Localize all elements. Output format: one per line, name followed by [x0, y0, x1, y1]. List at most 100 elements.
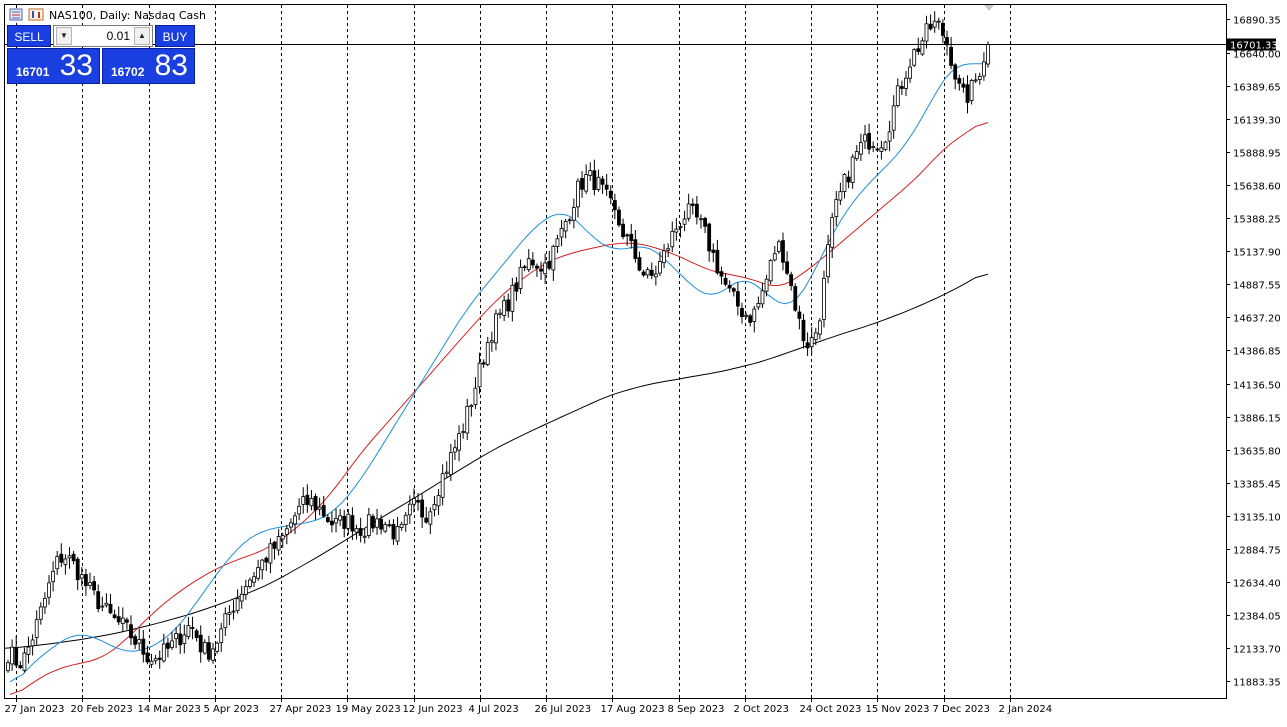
- candle: [243, 579, 248, 600]
- candle: [653, 265, 658, 286]
- candle: [899, 80, 904, 96]
- candle: [789, 271, 794, 291]
- candle: [252, 571, 256, 587]
- candle: [284, 524, 289, 545]
- candle: [120, 607, 125, 632]
- candle: [235, 589, 240, 614]
- candle: [280, 532, 285, 548]
- candle: [309, 490, 314, 511]
- candle: [75, 556, 80, 591]
- candle: [416, 492, 420, 511]
- candle: [198, 625, 203, 663]
- buy-price-pips: 83: [154, 49, 188, 82]
- candle: [133, 633, 138, 649]
- candle: [785, 251, 789, 276]
- candle: [100, 596, 105, 612]
- candle: [764, 274, 769, 297]
- candle: [215, 641, 220, 654]
- candle: [740, 302, 744, 324]
- current-price-label: 16701.33: [1230, 41, 1278, 52]
- candle: [920, 37, 925, 56]
- candle: [576, 178, 580, 218]
- x-tick-label: 20 Feb 2023: [71, 704, 133, 715]
- y-tick-label: 12884.75: [1233, 546, 1281, 557]
- candle: [555, 234, 560, 253]
- candle: [776, 239, 781, 254]
- period-separator-marker: [984, 5, 994, 11]
- y-tick-label: 14887.55: [1233, 281, 1281, 292]
- candle: [735, 282, 740, 316]
- candle: [797, 305, 802, 330]
- candle: [707, 222, 712, 262]
- candle: [678, 222, 683, 238]
- candle: [977, 72, 982, 85]
- x-tick-label: 4 Jul 2023: [469, 704, 519, 715]
- candle: [699, 214, 703, 229]
- candle: [371, 513, 375, 533]
- candle: [842, 173, 847, 199]
- symbol-window-icon[interactable]: [28, 8, 44, 21]
- candle: [489, 331, 494, 352]
- y-tick-label: 15888.95: [1233, 149, 1281, 160]
- candle: [625, 233, 630, 246]
- candle: [207, 635, 211, 663]
- ema-fast-line: [9, 63, 989, 683]
- candle: [186, 617, 191, 640]
- y-tick-label: 16640.00: [1233, 50, 1281, 61]
- candle: [928, 14, 933, 31]
- candle: [883, 140, 888, 152]
- y-tick-label: 16890.35: [1233, 16, 1281, 27]
- candle: [424, 506, 429, 524]
- candle: [256, 559, 261, 581]
- candle: [961, 77, 966, 93]
- candle: [194, 628, 199, 642]
- candle: [494, 309, 498, 351]
- candle: [895, 78, 900, 108]
- candle: [612, 193, 617, 220]
- candle: [592, 159, 597, 196]
- lot-increase-icon[interactable]: ▲: [134, 27, 150, 45]
- candle: [518, 259, 523, 294]
- lot-size-input[interactable]: [74, 27, 132, 45]
- y-tick-label: 13135.10: [1233, 513, 1281, 524]
- buy-price-box[interactable]: 16702 83: [102, 48, 195, 84]
- lot-decrease-icon[interactable]: ▼: [56, 27, 72, 45]
- sell-button[interactable]: SELL: [7, 25, 51, 47]
- candle: [981, 52, 986, 81]
- candle: [506, 293, 511, 318]
- candle: [871, 141, 876, 153]
- candle: [202, 639, 207, 655]
- candle: [149, 653, 154, 668]
- y-tick-label: 15638.60: [1233, 182, 1281, 193]
- candle: [387, 519, 392, 528]
- candle: [912, 48, 917, 67]
- candle: [358, 517, 363, 543]
- candle: [211, 642, 215, 664]
- candle: [289, 518, 293, 534]
- candle: [715, 239, 720, 275]
- candle: [600, 175, 605, 194]
- candle: [375, 508, 379, 535]
- candle: [924, 15, 929, 49]
- candle: [858, 133, 863, 162]
- y-tick-label: 16139.30: [1233, 116, 1281, 127]
- candle: [104, 593, 109, 608]
- candle: [965, 75, 970, 114]
- candle: [96, 584, 101, 613]
- candle: [916, 37, 921, 55]
- candle: [674, 218, 679, 241]
- candle: [379, 514, 384, 535]
- candle: [617, 206, 621, 227]
- candle: [973, 73, 978, 84]
- candle: [141, 630, 146, 663]
- candle: [584, 164, 589, 195]
- sell-price-box[interactable]: 16701 33: [7, 48, 100, 84]
- candle: [129, 615, 133, 646]
- candle: [43, 592, 47, 614]
- candle: [805, 332, 810, 356]
- buy-button[interactable]: BUY: [155, 25, 195, 47]
- candle: [850, 154, 855, 189]
- candle: [137, 628, 142, 650]
- candle: [477, 352, 482, 394]
